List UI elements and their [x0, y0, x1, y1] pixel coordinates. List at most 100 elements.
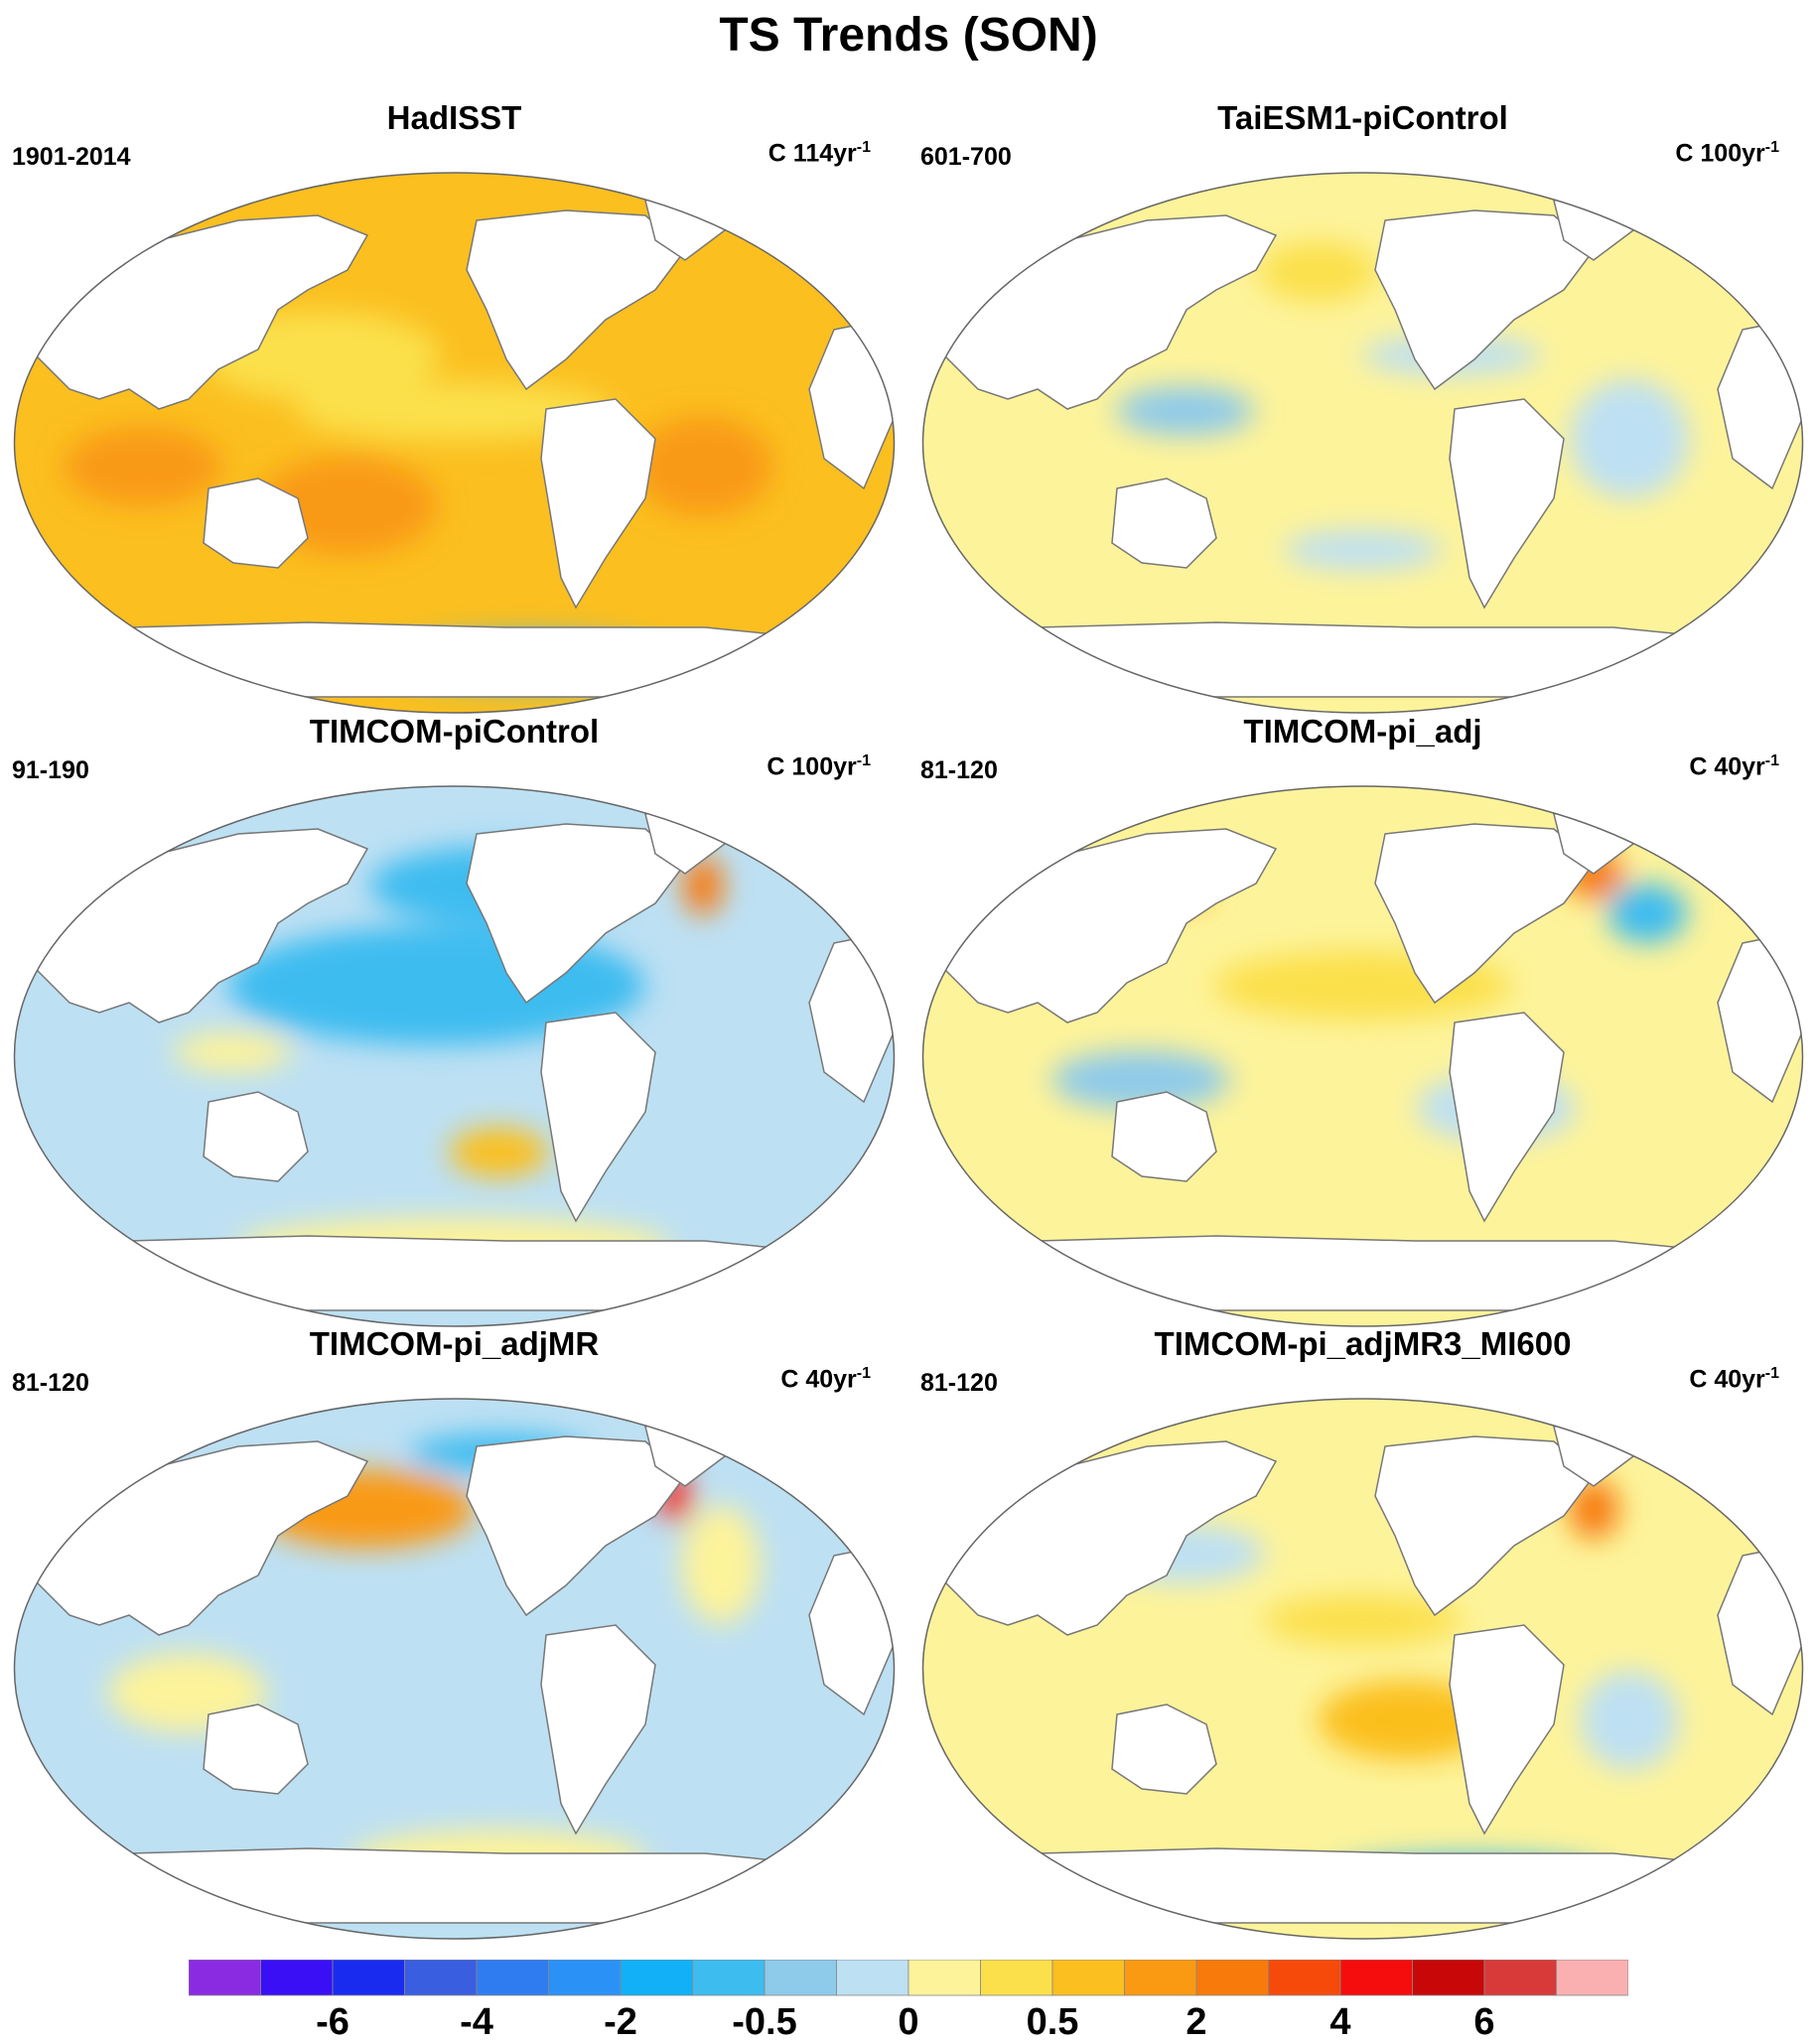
- trend-anomaly: [1580, 1671, 1679, 1770]
- period-label: 91-190: [12, 756, 89, 784]
- units-label: C 100yr-1: [767, 752, 871, 781]
- units-label: C 100yr-1: [1675, 139, 1779, 168]
- world-map: [13, 785, 896, 1327]
- colorbar-swatch: [1195, 1960, 1269, 1996]
- panel-title: TIMCOM-pi_adj: [1243, 713, 1482, 749]
- landmass: [1036, 1847, 1715, 1924]
- units-label: C 40yr-1: [1689, 752, 1779, 781]
- colorbar-label: 0.5: [1026, 2001, 1079, 2043]
- landmass: [1111, 1091, 1217, 1182]
- landmass: [540, 1012, 656, 1223]
- landmass: [127, 621, 806, 698]
- map-panel: TIMCOM-pi_adj 81-120 C 40yr-1: [908, 713, 1817, 1328]
- landmass: [466, 209, 687, 391]
- map-panel: TIMCOM-pi_adjMR3_MI600 81-120 C 40yr-1: [908, 1325, 1817, 1941]
- period-label: 81-120: [920, 1369, 998, 1397]
- landmass: [127, 1235, 806, 1311]
- world-map: [921, 785, 1804, 1327]
- panel-title: HadISST: [386, 99, 522, 136]
- landmass: [1036, 1235, 1715, 1311]
- colorbar-swatch: [836, 1960, 909, 1996]
- colorbar-swatch: [404, 1960, 478, 1996]
- colorbar-label: 4: [1329, 2001, 1351, 2043]
- period-label: 1901-2014: [12, 143, 131, 171]
- colorbar-label: -4: [460, 2001, 493, 2043]
- map-panel: TIMCOM-piControl 91-190 C 100yr-1: [0, 713, 908, 1328]
- map-panel: TaiESM1-piControl 601-700 C 100yr-1: [908, 99, 1817, 715]
- landmass: [540, 1624, 656, 1836]
- figure-title: TS Trends (SON): [719, 9, 1098, 62]
- trend-anomaly: [681, 1505, 761, 1625]
- colorbar-swatch: [1124, 1960, 1197, 1996]
- colorbar-swatch: [1412, 1960, 1485, 1996]
- map-border: [921, 785, 1804, 1327]
- trend-anomaly: [1570, 379, 1689, 498]
- units-label: C 114yr-1: [768, 139, 871, 168]
- units-label: C 40yr-1: [780, 1365, 871, 1394]
- trend-anomaly: [64, 427, 223, 506]
- colorbar-swatch: [980, 1960, 1053, 1996]
- landmass: [540, 398, 656, 610]
- landmass: [1374, 823, 1596, 1005]
- trend-anomaly: [683, 856, 724, 915]
- colorbar: [189, 1960, 1628, 1996]
- world-map: [13, 172, 896, 714]
- landmass: [203, 477, 309, 569]
- units-label: C 40yr-1: [1689, 1365, 1779, 1394]
- trend-anomaly: [1283, 530, 1443, 570]
- trend-anomaly: [1607, 884, 1687, 943]
- colorbar-swatch: [548, 1960, 622, 1996]
- colorbar-label: -0.5: [732, 2001, 797, 2043]
- landmass: [203, 1091, 309, 1182]
- colorbar-swatch: [332, 1960, 405, 1996]
- colorbar-swatch: [1051, 1960, 1125, 1996]
- panel-title: TIMCOM-pi_adjMR3_MI600: [1154, 1325, 1572, 1362]
- colorbar-swatch: [189, 1960, 261, 1996]
- panel-title: TIMCOM-piControl: [309, 713, 600, 749]
- colorbar-swatch: [1268, 1960, 1341, 1996]
- map-border: [921, 1398, 1804, 1940]
- trend-anomaly: [1258, 242, 1378, 302]
- colorbar-label: 0: [898, 2001, 919, 2043]
- colorbar-label: -6: [316, 2001, 349, 2043]
- period-label: 601-700: [920, 143, 1012, 171]
- landmass: [1449, 1012, 1565, 1223]
- world-map: [921, 172, 1804, 714]
- colorbar-swatch: [1556, 1960, 1628, 1996]
- colorbar-label: 6: [1473, 2001, 1495, 2043]
- landmass: [127, 1847, 806, 1924]
- map-border: [13, 172, 896, 714]
- trend-anomaly: [1569, 1479, 1619, 1540]
- landmass: [1036, 621, 1715, 698]
- trend-anomaly: [295, 381, 614, 441]
- period-label: 81-120: [920, 756, 998, 784]
- map-border: [13, 785, 896, 1327]
- trend-anomaly: [1050, 1050, 1230, 1110]
- colorbar-swatch: [1339, 1960, 1413, 1996]
- trend-anomaly: [1115, 386, 1255, 436]
- landmass: [1111, 1703, 1217, 1795]
- map-panel: HadISST 1901-2014 C 114yr-1: [0, 99, 908, 715]
- landmass: [1449, 398, 1565, 610]
- landmass: [466, 823, 687, 1005]
- colorbar-swatch: [908, 1960, 981, 1996]
- map-border: [921, 172, 1804, 714]
- trend-anomaly: [633, 417, 773, 516]
- colorbar-swatch: [1483, 1960, 1557, 1996]
- trend-anomaly: [1263, 1595, 1463, 1646]
- map-border: [13, 1398, 896, 1940]
- landmass: [1374, 209, 1596, 391]
- map-panel: TIMCOM-pi_adjMR 81-120 C 40yr-1: [0, 1325, 908, 1941]
- landmass: [1374, 1435, 1596, 1617]
- landmass: [203, 1703, 309, 1795]
- trend-anomaly: [172, 1032, 292, 1072]
- colorbar-swatch: [260, 1960, 334, 1996]
- landmass: [1449, 1624, 1565, 1836]
- landmass: [1111, 477, 1217, 569]
- colorbar-swatch: [476, 1960, 549, 1996]
- period-label: 81-120: [12, 1369, 89, 1397]
- trend-anomaly: [449, 1127, 549, 1177]
- landmass: [466, 1435, 687, 1617]
- colorbar-swatch: [692, 1960, 766, 1996]
- colorbar-swatch: [764, 1960, 837, 1996]
